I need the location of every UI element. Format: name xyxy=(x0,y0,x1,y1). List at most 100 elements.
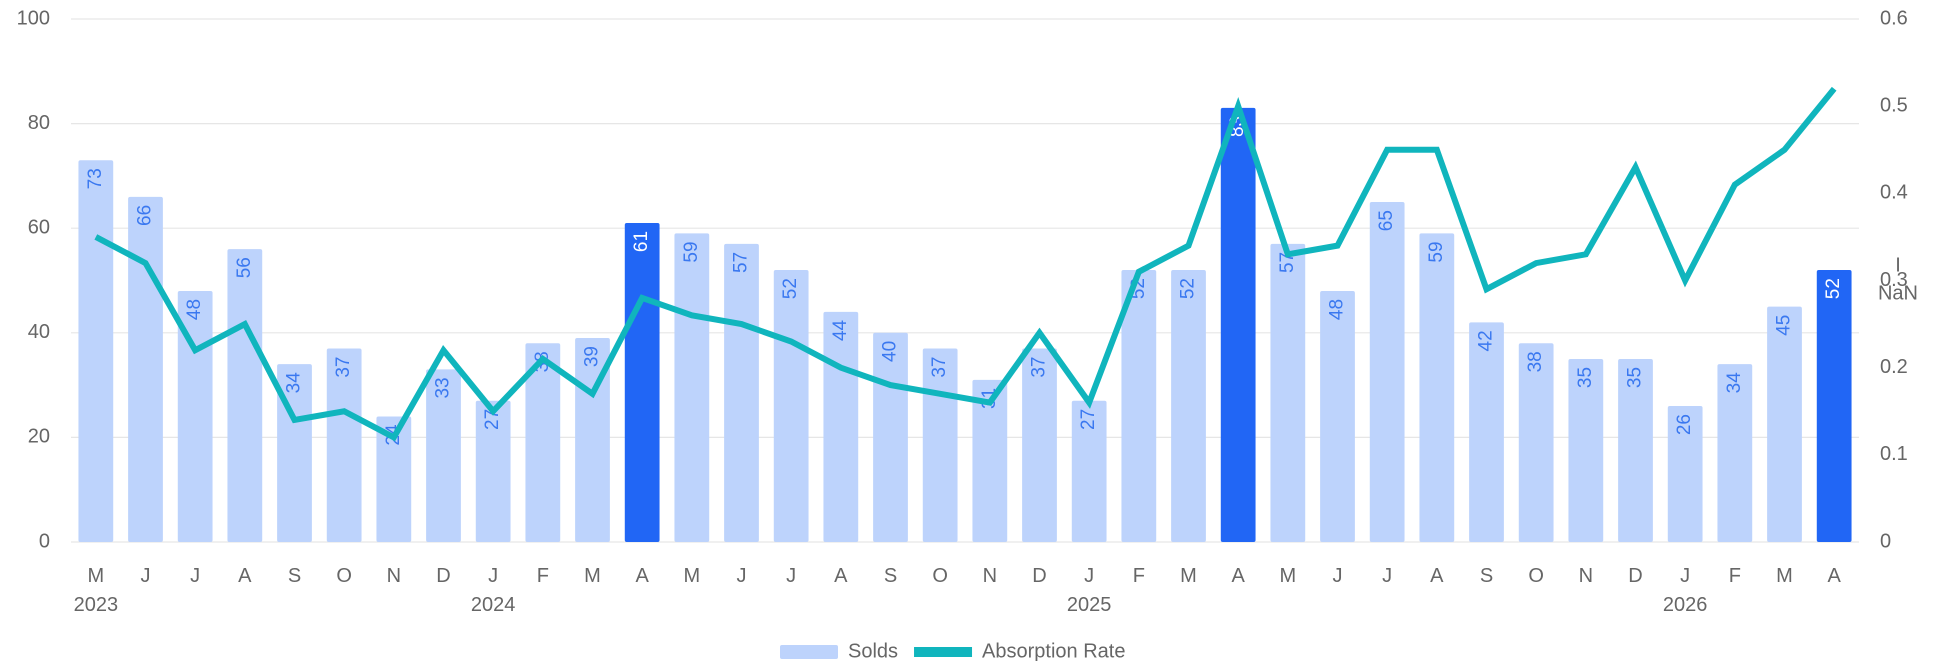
y-tick-label: 80 xyxy=(28,112,50,134)
data-label: 34 xyxy=(1724,372,1745,394)
x-tick-label: J 2025 xyxy=(1067,565,1112,616)
x-tick-label: S xyxy=(884,565,897,587)
x-tick-label: D xyxy=(436,565,450,587)
x-tick-label: A xyxy=(635,565,649,587)
x-tick-label: F xyxy=(1133,565,1145,587)
bar xyxy=(177,290,213,542)
data-label: 38 xyxy=(1525,351,1546,372)
data-label: 35 xyxy=(1625,367,1646,388)
data-label: 52 xyxy=(780,278,801,299)
data-label: 27 xyxy=(482,409,503,430)
data-label: 37 xyxy=(333,356,354,377)
bar xyxy=(1667,406,1703,542)
legend-label: Solds xyxy=(848,640,898,661)
data-label: 48 xyxy=(1327,299,1348,320)
x-tick-label: M xyxy=(1279,565,1296,587)
x-tick-label: M xyxy=(584,565,601,587)
bar xyxy=(1369,202,1405,543)
y2-tick-label: 0.6 xyxy=(1880,7,1908,29)
x-tick-label: S xyxy=(288,565,301,587)
x-tick-label: O xyxy=(932,565,948,587)
y2-tick-label: 0.2 xyxy=(1880,356,1908,378)
bar xyxy=(1717,364,1753,542)
x-tick-label: J xyxy=(737,565,747,587)
data-label: 57 xyxy=(1277,252,1298,273)
y-tick-label: 100 xyxy=(17,7,50,29)
x-tick-label: O xyxy=(336,565,352,587)
bar xyxy=(1071,400,1107,542)
y-tick-label: 40 xyxy=(28,321,50,343)
legend: Solds Absorption Rate xyxy=(780,640,1125,661)
bar xyxy=(1121,270,1157,542)
x-tick-label: J 2026 xyxy=(1663,565,1708,616)
bar xyxy=(1469,322,1504,542)
legend-swatch xyxy=(914,647,973,657)
data-label: 44 xyxy=(830,319,851,341)
data-label: 61 xyxy=(631,231,652,252)
y2-tick-label: 0.3 xyxy=(1880,269,1908,291)
x-tick-label: N xyxy=(1579,565,1593,587)
x-tick-label: D xyxy=(1032,565,1046,587)
x-tick-label: S xyxy=(1480,565,1493,587)
data-label: 26 xyxy=(1674,414,1695,435)
bar xyxy=(624,222,660,542)
bar xyxy=(78,160,114,542)
y-tick-label: 60 xyxy=(28,216,50,238)
x-tick-label: M xyxy=(683,565,700,587)
x-tick-label: J 2024 xyxy=(471,565,516,616)
bar xyxy=(1171,270,1206,542)
bar xyxy=(724,243,759,542)
bar xyxy=(873,332,908,542)
y-tick-label: 0 xyxy=(39,530,50,552)
bar xyxy=(1618,358,1653,542)
data-label: 73 xyxy=(85,168,106,189)
y2-annotation: NaN xyxy=(1878,282,1918,304)
data-label: 59 xyxy=(1426,241,1447,262)
data-label: 57 xyxy=(731,252,752,273)
y2-tick-label: 0 xyxy=(1880,530,1891,552)
bar xyxy=(525,343,561,542)
x-tick-label: J xyxy=(1333,565,1343,587)
y2-tick-label: 0.4 xyxy=(1880,182,1908,204)
data-label: 52 xyxy=(1178,278,1199,299)
data-label: 59 xyxy=(681,241,702,262)
data-label: 27 xyxy=(1078,409,1099,430)
data-label: 48 xyxy=(184,299,205,320)
x-tick-label: D xyxy=(1628,565,1642,587)
x-tick-label: J xyxy=(786,565,796,587)
bar xyxy=(326,348,362,542)
y-tick-label: 20 xyxy=(28,426,50,448)
bar xyxy=(1816,270,1852,542)
data-label: 56 xyxy=(234,257,255,278)
x-tick-label: M xyxy=(1180,565,1197,587)
data-label: 34 xyxy=(284,372,305,394)
x-tick-label: A xyxy=(1827,565,1841,587)
y2-tick-label: 0.1 xyxy=(1880,443,1908,465)
bar xyxy=(773,270,809,542)
x-tick-label: F xyxy=(537,565,549,587)
line xyxy=(94,86,1837,442)
x-tick-label: A xyxy=(1231,565,1245,587)
bar xyxy=(128,196,163,542)
data-label: 42 xyxy=(1476,330,1497,351)
bar xyxy=(972,379,1008,542)
bar xyxy=(823,311,859,542)
data-label: 40 xyxy=(880,341,901,362)
data-label: 33 xyxy=(433,377,454,398)
y2-annotation: I xyxy=(1895,254,1901,276)
x-tick-label: J xyxy=(141,565,151,587)
x-tick-label: J xyxy=(190,565,200,587)
x-tick-label: J xyxy=(1382,565,1392,587)
legend-label: Absorption Rate xyxy=(982,640,1125,661)
x-tick-label: O xyxy=(1528,565,1544,587)
bar xyxy=(475,400,511,542)
bar xyxy=(1518,343,1554,542)
bar xyxy=(1419,233,1455,542)
x-tick-label: N xyxy=(387,565,401,587)
data-label: 45 xyxy=(1774,315,1795,336)
bar xyxy=(376,416,412,542)
data-label: 52 xyxy=(1823,278,1844,299)
bar xyxy=(227,249,263,542)
legend-swatch xyxy=(780,645,838,659)
